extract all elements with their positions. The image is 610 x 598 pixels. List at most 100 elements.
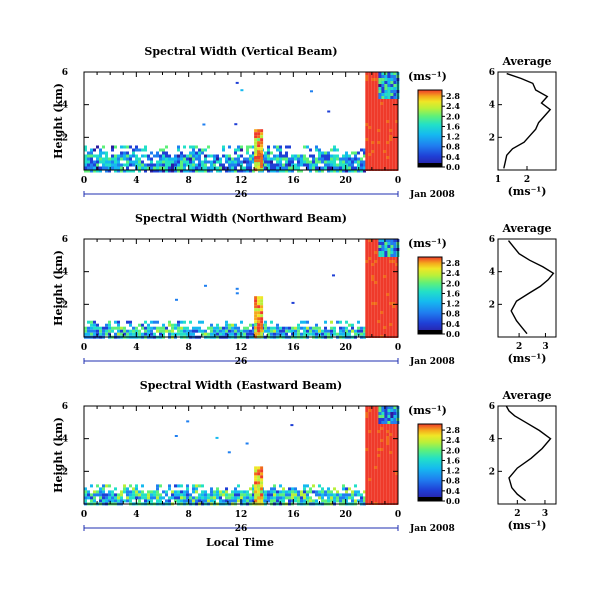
heatmap-cell — [147, 326, 150, 330]
heatmap-cell — [102, 163, 105, 167]
heatmap-cell — [395, 451, 399, 454]
heatmap-cell — [380, 448, 384, 451]
heatmap-cell — [222, 493, 225, 497]
heatmap-cell — [368, 439, 372, 442]
heatmap-cell — [237, 154, 240, 158]
heatmap-cell — [374, 75, 378, 78]
heatmap-cell — [389, 105, 393, 108]
heatmap-cell — [198, 154, 201, 158]
heatmap-cell — [377, 481, 381, 484]
heatmap-cell — [392, 481, 396, 484]
heatmap-cell — [225, 499, 228, 503]
heatmap-cell — [276, 169, 279, 173]
heatmap-cell — [351, 157, 354, 161]
heatmap-cell — [354, 154, 357, 158]
heatmap-cell — [383, 445, 387, 448]
heatmap-cell — [201, 163, 204, 167]
heatmap-cell — [201, 166, 204, 170]
heatmap-cell — [389, 430, 393, 433]
heatmap-cell — [365, 111, 369, 114]
heatmap-cell — [297, 326, 300, 330]
heatmap-cell — [225, 496, 228, 500]
heatmap-cell — [254, 156, 258, 160]
heatmap-cell — [395, 263, 399, 266]
heatmap-cell — [159, 329, 162, 333]
heatmap-cell — [342, 499, 345, 503]
heatmap-cell — [260, 314, 264, 318]
heatmap-cell — [387, 409, 391, 412]
heatmap-cell — [392, 105, 396, 108]
heatmap-cell — [252, 490, 255, 494]
heatmap-cell — [168, 496, 171, 500]
heatmap-cell — [345, 329, 348, 333]
avg-y-tick-label: 6 — [489, 235, 495, 245]
heatmap-cell — [216, 490, 219, 494]
heatmap-cell — [395, 454, 399, 457]
heatmap-cell — [123, 490, 126, 494]
heatmap-cell — [368, 457, 372, 460]
heatmap-cell — [371, 305, 375, 308]
heatmap-cell — [260, 296, 264, 300]
heatmap-cell — [389, 320, 393, 323]
heatmap-cell — [378, 418, 382, 421]
heatmap-cell — [231, 326, 234, 330]
heatmap-cell — [291, 487, 294, 491]
y-tick-label: 4 — [62, 268, 68, 278]
heatmap-cell — [216, 326, 219, 330]
heatmap-cell — [380, 317, 384, 320]
heatmap-cell — [273, 326, 276, 330]
heatmap-cell — [126, 145, 129, 149]
heatmap-cell — [363, 490, 366, 494]
heatmap-cell — [237, 145, 240, 149]
heatmap-cell — [374, 105, 378, 108]
heatmap-cell — [386, 290, 390, 293]
heatmap-cell — [171, 160, 174, 164]
heatmap-cell — [371, 418, 375, 421]
heatmap-cell — [380, 165, 384, 168]
heatmap-cell — [380, 150, 384, 153]
heatmap-cell — [156, 163, 159, 167]
heatmap-cell — [174, 157, 177, 161]
heatmap-cell — [371, 126, 375, 129]
heatmap-cell — [333, 157, 336, 161]
heatmap-cell — [384, 87, 388, 90]
heatmap-cell — [260, 490, 264, 494]
heatmap-cell — [254, 487, 258, 491]
heatmap-cell — [395, 144, 399, 147]
heatmap-cell — [288, 493, 291, 497]
heatmap-cell — [389, 439, 393, 442]
heatmap-cell — [389, 427, 393, 430]
heatmap-cell — [252, 145, 255, 149]
heatmap-cell — [108, 484, 111, 488]
heatmap-cell — [392, 290, 396, 293]
heatmap-cell — [132, 487, 135, 491]
heatmap-cell — [165, 499, 168, 503]
heatmap-cell — [135, 493, 138, 497]
heatmap-cell — [219, 326, 222, 330]
heatmap-cell — [108, 160, 111, 164]
heatmap-cell — [279, 160, 282, 164]
y-axis-label: Height (km) — [52, 250, 65, 326]
heatmap-cell — [387, 251, 391, 254]
heatmap-cell — [389, 150, 393, 153]
heatmap-cell — [380, 496, 384, 499]
heatmap-cell — [368, 424, 372, 427]
heatmap-cell — [93, 163, 96, 167]
heatmap-cell — [123, 154, 126, 158]
heatmap-cell — [222, 329, 225, 333]
heatmap-cell — [201, 169, 204, 173]
heatmap-cell — [210, 332, 213, 336]
heatmap-cell — [374, 451, 378, 454]
heatmap-cell — [354, 490, 357, 494]
heatmap-cell — [257, 138, 261, 142]
heatmap-cell — [201, 148, 204, 152]
x-tick-label: 4 — [133, 176, 139, 186]
heatmap-cell — [389, 472, 393, 475]
heatmap-cell — [383, 433, 387, 436]
heatmap-cell — [210, 163, 213, 167]
heatmap-cell — [260, 484, 264, 488]
heatmap-cell — [237, 157, 240, 161]
heatmap-cell — [183, 157, 186, 161]
heatmap-cell — [371, 159, 375, 162]
heatmap-cell — [254, 329, 258, 333]
